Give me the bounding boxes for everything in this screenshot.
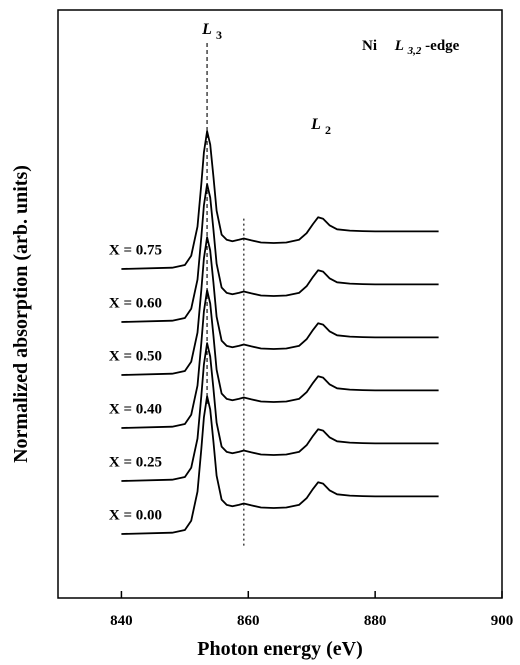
x-tick-label-880: 880	[364, 613, 387, 629]
series-line-5	[121, 130, 439, 270]
edge-label: Ni L 3,2 -edge	[362, 38, 460, 58]
x-axis-label: Photon energy (eV)	[197, 638, 363, 660]
plot-frame	[57, 9, 503, 599]
series-label-4: X = 0.60	[109, 295, 162, 311]
peak-label-l3-main: L	[201, 21, 212, 38]
peak-label-l3: L 3	[201, 21, 222, 42]
series-label-0: X = 0.00	[109, 507, 162, 523]
peak-label-l2-sub: 2	[325, 123, 331, 137]
series-layer: X = 0.00 X = 0.25 X = 0.40 X = 0.50 X = 0.60…	[109, 130, 439, 535]
series-label-1: X = 0.25	[109, 454, 162, 470]
edge-label-suffix: -edge	[425, 38, 459, 54]
peak-label-l2-main: L	[310, 116, 321, 133]
series-line-4	[121, 183, 439, 323]
series-line-2	[121, 289, 439, 429]
series-label-3: X = 0.50	[109, 348, 162, 364]
peak-label-l3-sub: 3	[216, 28, 222, 42]
x-tick-label-900: 900	[491, 613, 514, 629]
x-tick-label-860: 860	[237, 613, 260, 629]
edge-label-prefix: Ni	[362, 38, 377, 54]
series-line-1	[121, 342, 439, 482]
reference-lines	[206, 43, 245, 548]
series-line-0	[121, 395, 439, 535]
edge-label-sub: 3,2	[407, 45, 422, 57]
x-ticks: 840 860 880 900	[110, 591, 513, 629]
edge-label-main: L	[394, 38, 404, 54]
y-axis-label: Normalized absorption (arb. units)	[10, 165, 32, 463]
series-label-2: X = 0.40	[109, 401, 162, 417]
peak-label-l2: L 2	[310, 116, 331, 137]
x-tick-label-840: 840	[110, 613, 133, 629]
series-line-3	[121, 236, 439, 376]
series-label-5: X = 0.75	[109, 242, 162, 258]
